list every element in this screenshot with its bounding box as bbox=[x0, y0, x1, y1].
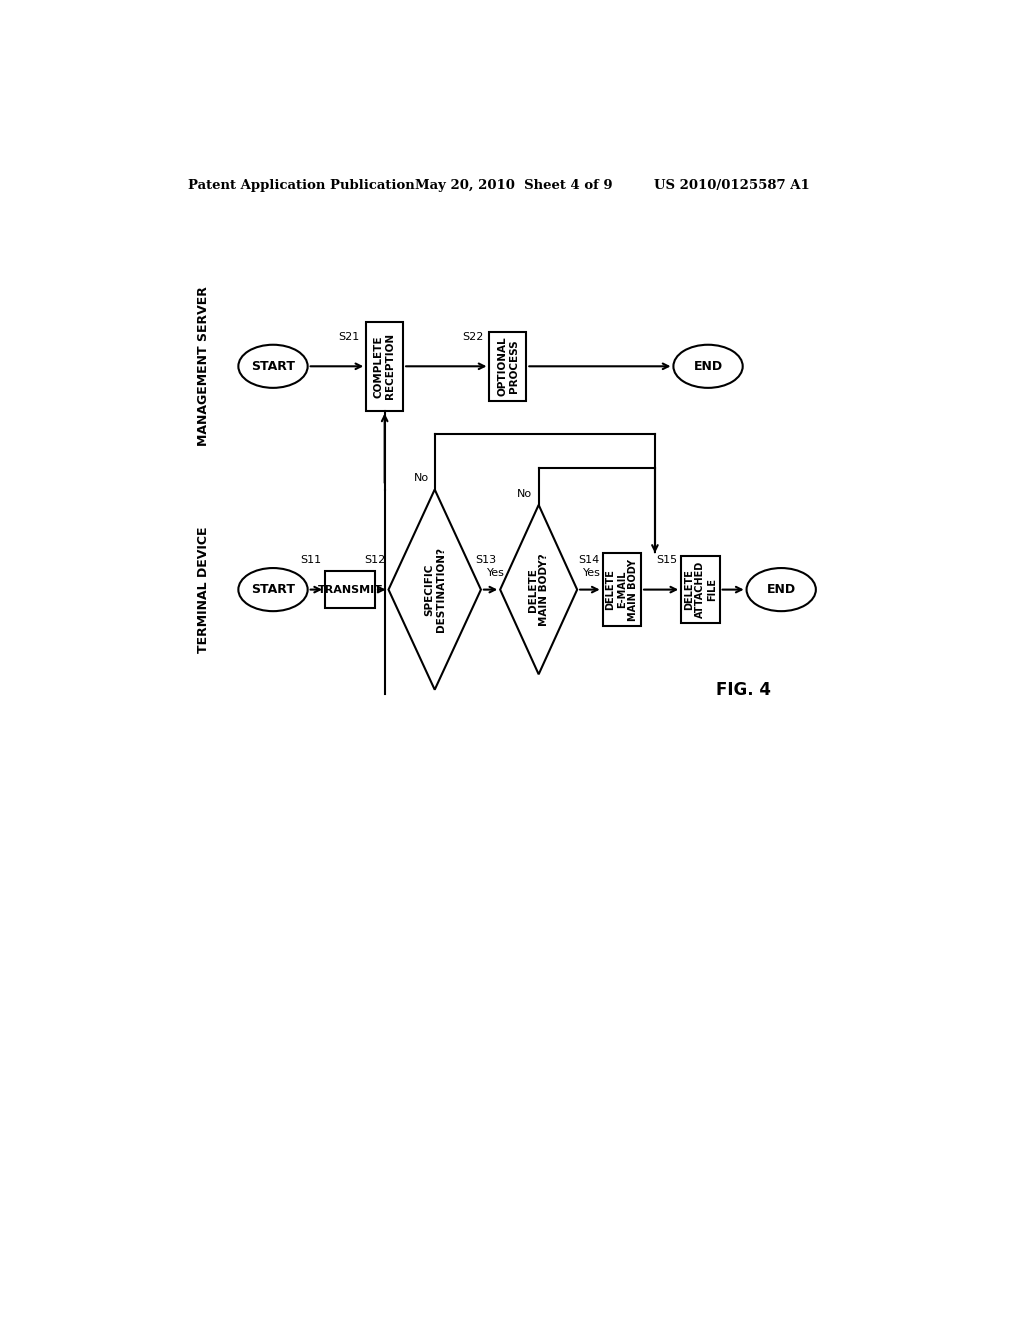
Polygon shape bbox=[500, 506, 578, 675]
Text: DELETE
ATTACHED
FILE: DELETE ATTACHED FILE bbox=[684, 561, 717, 618]
Text: No: No bbox=[517, 488, 532, 499]
Text: END: END bbox=[767, 583, 796, 597]
Ellipse shape bbox=[746, 568, 816, 611]
Text: S13: S13 bbox=[476, 556, 497, 565]
Ellipse shape bbox=[239, 568, 307, 611]
Text: S21: S21 bbox=[339, 333, 359, 342]
Ellipse shape bbox=[239, 345, 307, 388]
Text: START: START bbox=[251, 360, 295, 372]
Text: Patent Application Publication: Patent Application Publication bbox=[188, 178, 415, 191]
Text: FIG. 4: FIG. 4 bbox=[716, 681, 771, 698]
Text: SPECIFIC
DESTINATION?: SPECIFIC DESTINATION? bbox=[424, 546, 445, 632]
Text: OPTIONAL
PROCESS: OPTIONAL PROCESS bbox=[497, 337, 519, 396]
Text: Yes: Yes bbox=[487, 568, 505, 578]
Polygon shape bbox=[388, 490, 481, 689]
Text: DELETE
E-MAIL
MAIN BODY: DELETE E-MAIL MAIN BODY bbox=[605, 558, 638, 620]
Bar bbox=[367, 322, 403, 411]
Bar bbox=[681, 556, 720, 623]
Text: S22: S22 bbox=[462, 333, 483, 342]
Bar bbox=[489, 331, 526, 401]
Text: END: END bbox=[693, 360, 723, 372]
Text: COMPLETE
RECEPTION: COMPLETE RECEPTION bbox=[374, 333, 395, 400]
Ellipse shape bbox=[674, 345, 742, 388]
Text: May 20, 2010  Sheet 4 of 9: May 20, 2010 Sheet 4 of 9 bbox=[416, 178, 613, 191]
Text: S15: S15 bbox=[656, 556, 678, 565]
Text: Yes: Yes bbox=[584, 568, 601, 578]
Text: US 2010/0125587 A1: US 2010/0125587 A1 bbox=[654, 178, 810, 191]
Text: No: No bbox=[414, 474, 429, 483]
Text: START: START bbox=[251, 583, 295, 597]
Text: S11: S11 bbox=[301, 556, 322, 565]
Bar bbox=[325, 572, 375, 609]
Text: DELETE
MAIN BODY?: DELETE MAIN BODY? bbox=[527, 553, 550, 626]
Text: S12: S12 bbox=[364, 556, 385, 565]
Text: TERMINAL DEVICE: TERMINAL DEVICE bbox=[198, 527, 210, 653]
Text: S14: S14 bbox=[579, 556, 599, 565]
Bar bbox=[602, 553, 641, 626]
Text: MANAGEMENT SERVER: MANAGEMENT SERVER bbox=[198, 286, 210, 446]
Text: TRANSMIT: TRANSMIT bbox=[317, 585, 382, 594]
